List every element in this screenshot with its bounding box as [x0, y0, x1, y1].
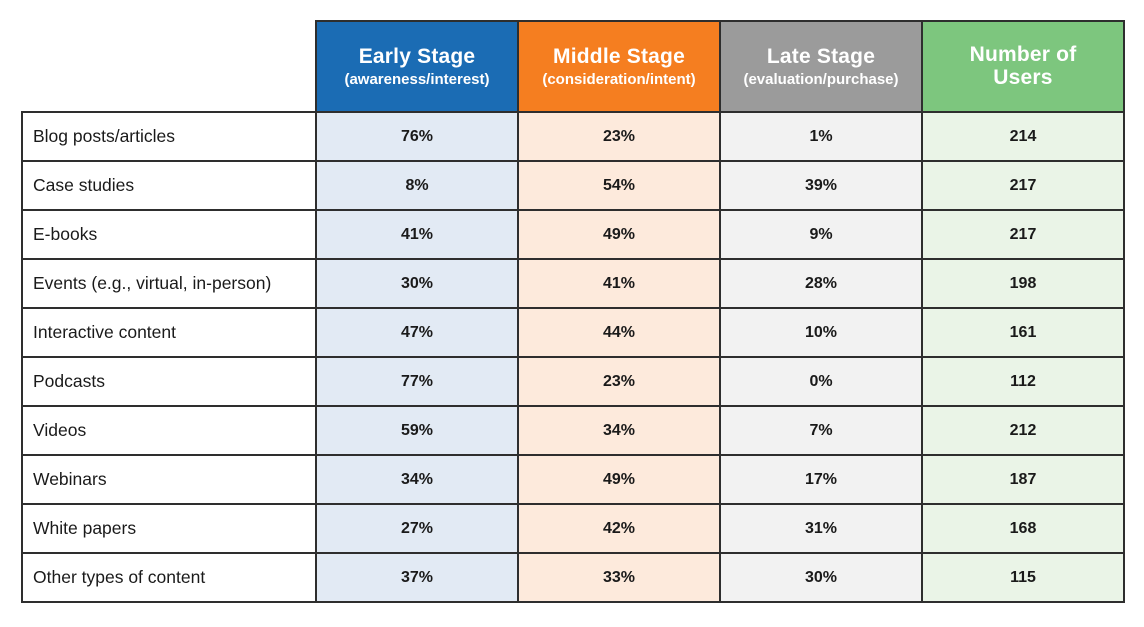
- value-cell: 34%: [517, 405, 721, 456]
- table-row: Case studies 8% 54% 39% 217: [21, 160, 1125, 211]
- value-cell: 9%: [719, 209, 923, 260]
- value-cell: 7%: [719, 405, 923, 456]
- table-row: Podcasts 77% 23% 0% 112: [21, 356, 1125, 407]
- table-row: Videos 59% 34% 7% 212: [21, 405, 1125, 456]
- value-cell: 168: [921, 503, 1125, 554]
- value-cell: 0%: [719, 356, 923, 407]
- header-number-of-users: Number of Users: [921, 20, 1125, 113]
- value-cell: 28%: [719, 258, 923, 309]
- row-label: Interactive content: [21, 307, 317, 358]
- value-cell: 30%: [719, 552, 923, 603]
- value-cell: 217: [921, 160, 1125, 211]
- header-title: Number of Users: [969, 43, 1077, 90]
- value-cell: 27%: [315, 503, 519, 554]
- table-row: Blog posts/articles 76% 23% 1% 214: [21, 111, 1125, 162]
- value-cell: 8%: [315, 160, 519, 211]
- value-cell: 39%: [719, 160, 923, 211]
- value-cell: 214: [921, 111, 1125, 162]
- row-label: E-books: [21, 209, 317, 260]
- value-cell: 49%: [517, 454, 721, 505]
- table-row: White papers 27% 42% 31% 168: [21, 503, 1125, 554]
- value-cell: 198: [921, 258, 1125, 309]
- header-late-stage: Late Stage (evaluation/purchase): [719, 20, 923, 113]
- value-cell: 34%: [315, 454, 519, 505]
- value-cell: 42%: [517, 503, 721, 554]
- header-middle-stage: Middle Stage (consideration/intent): [517, 20, 721, 113]
- value-cell: 187: [921, 454, 1125, 505]
- table-row: Interactive content 47% 44% 10% 161: [21, 307, 1125, 358]
- value-cell: 41%: [517, 258, 721, 309]
- value-cell: 59%: [315, 405, 519, 456]
- header-subtitle: (awareness/interest): [344, 70, 490, 88]
- value-cell: 54%: [517, 160, 721, 211]
- value-cell: 77%: [315, 356, 519, 407]
- value-cell: 37%: [315, 552, 519, 603]
- value-cell: 31%: [719, 503, 923, 554]
- value-cell: 1%: [719, 111, 923, 162]
- header-title: Middle Stage: [553, 44, 685, 68]
- row-label: Webinars: [21, 454, 317, 505]
- value-cell: 47%: [315, 307, 519, 358]
- row-label: Case studies: [21, 160, 317, 211]
- row-label: Videos: [21, 405, 317, 456]
- header-title: Early Stage: [358, 44, 476, 68]
- value-cell: 30%: [315, 258, 519, 309]
- corner-cell: [22, 21, 316, 112]
- content-stage-table: Early Stage (awareness/interest) Middle …: [21, 20, 1125, 603]
- row-label: Podcasts: [21, 356, 317, 407]
- value-cell: 41%: [315, 209, 519, 260]
- value-cell: 212: [921, 405, 1125, 456]
- header-early-stage: Early Stage (awareness/interest): [315, 20, 519, 113]
- value-cell: 33%: [517, 552, 721, 603]
- header-subtitle: (evaluation/purchase): [743, 70, 899, 88]
- value-cell: 23%: [517, 356, 721, 407]
- row-label: White papers: [21, 503, 317, 554]
- value-cell: 23%: [517, 111, 721, 162]
- value-cell: 44%: [517, 307, 721, 358]
- value-cell: 112: [921, 356, 1125, 407]
- value-cell: 17%: [719, 454, 923, 505]
- row-label: Other types of content: [21, 552, 317, 603]
- table-body: Blog posts/articles 76% 23% 1% 214 Case studi…: [21, 111, 1125, 603]
- value-cell: 49%: [517, 209, 721, 260]
- value-cell: 161: [921, 307, 1125, 358]
- header-subtitle: (consideration/intent): [542, 70, 696, 88]
- row-label: Blog posts/articles: [21, 111, 317, 162]
- value-cell: 76%: [315, 111, 519, 162]
- value-cell: 217: [921, 209, 1125, 260]
- table-row: Webinars 34% 49% 17% 187: [21, 454, 1125, 505]
- header-title: Late Stage: [766, 44, 876, 68]
- value-cell: 10%: [719, 307, 923, 358]
- table-row: E-books 41% 49% 9% 217: [21, 209, 1125, 260]
- row-label: Events (e.g., virtual, in-person): [21, 258, 317, 309]
- table-header: Early Stage (awareness/interest) Middle …: [22, 20, 1125, 113]
- table-row: Events (e.g., virtual, in-person) 30% 41% 2…: [21, 258, 1125, 309]
- value-cell: 115: [921, 552, 1125, 603]
- table-row: Other types of content 37% 33% 30% 115: [21, 552, 1125, 603]
- header-row: Early Stage (awareness/interest) Middle …: [22, 20, 1125, 113]
